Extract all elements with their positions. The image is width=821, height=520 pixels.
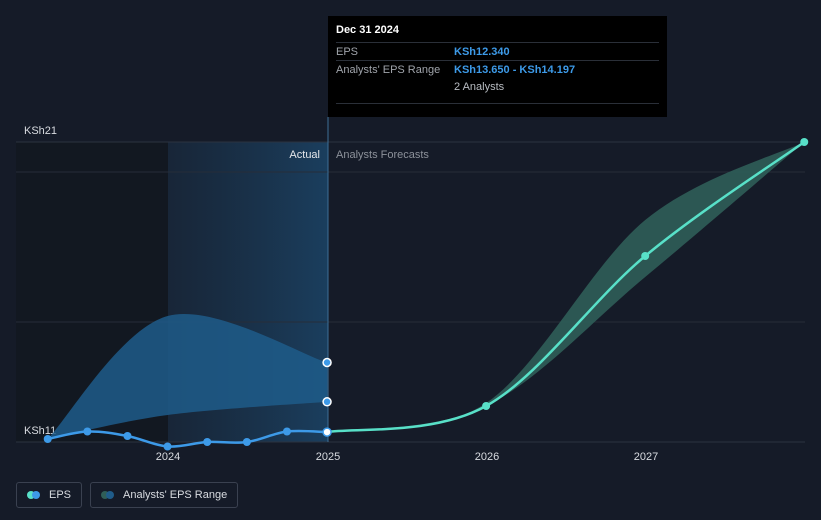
y-top-label: KSh21: [24, 125, 57, 137]
range-high-point[interactable]: [322, 357, 332, 368]
tooltip-eps-label: EPS: [336, 45, 359, 58]
eps-forecast-point[interactable]: [641, 252, 650, 260]
tooltip-analysts-row: 2 Analysts: [336, 78, 659, 95]
tooltip-range-label: Analysts' EPS Range: [336, 63, 441, 76]
tooltip-analysts-count: 2 Analysts: [454, 80, 505, 93]
tooltip-date: Dec 31 2024: [336, 24, 399, 36]
past-range-band: [47, 313, 328, 439]
legend-range-button[interactable]: Analysts' EPS Range: [90, 482, 239, 508]
eps-point[interactable]: [163, 442, 172, 451]
range-low-point[interactable]: [322, 397, 332, 407]
forecast-range-band: [327, 142, 805, 433]
eps-point[interactable]: [322, 427, 332, 437]
legend-range-label: Analysts' EPS Range: [123, 489, 228, 501]
y-bottom-label: KSh11: [24, 425, 56, 437]
x-tick-2027: 2027: [634, 451, 658, 463]
eps-point[interactable]: [282, 427, 291, 436]
tooltip-eps-row: EPS KSh12.340: [336, 42, 659, 60]
forecast-label: Analysts Forecasts: [336, 149, 429, 161]
eps-forecast-line: [326, 140, 806, 434]
eps-point[interactable]: [203, 438, 212, 446]
eps-point[interactable]: [83, 427, 92, 436]
range-legend-icon: [101, 491, 115, 499]
legend: EPS Analysts' EPS Range: [16, 482, 239, 508]
tooltip-divider: [336, 103, 659, 104]
eps-point[interactable]: [123, 432, 132, 440]
x-tick-2024: 2024: [156, 451, 180, 463]
tooltip-range-row: Analysts' EPS Range KSh13.650 - KSh14.19…: [336, 60, 659, 78]
legend-eps-label: EPS: [49, 489, 72, 501]
eps-point[interactable]: [43, 435, 52, 443]
eps-forecast-point[interactable]: [800, 138, 809, 146]
legend-eps-button[interactable]: EPS: [16, 482, 83, 508]
eps-forecast-point[interactable]: [482, 402, 491, 410]
eps-legend-icon: [27, 491, 41, 499]
x-tick-2026: 2026: [475, 451, 499, 463]
eps-point[interactable]: [242, 438, 251, 446]
tooltip: Dec 31 2024 EPS KSh12.340 Analysts' EPS …: [328, 16, 667, 117]
tooltip-range-value: KSh13.650 - KSh14.197: [454, 63, 576, 76]
actual-label: Actual: [289, 149, 320, 161]
tooltip-eps-value: KSh12.340: [454, 45, 510, 58]
x-tick-2025: 2025: [316, 451, 340, 463]
